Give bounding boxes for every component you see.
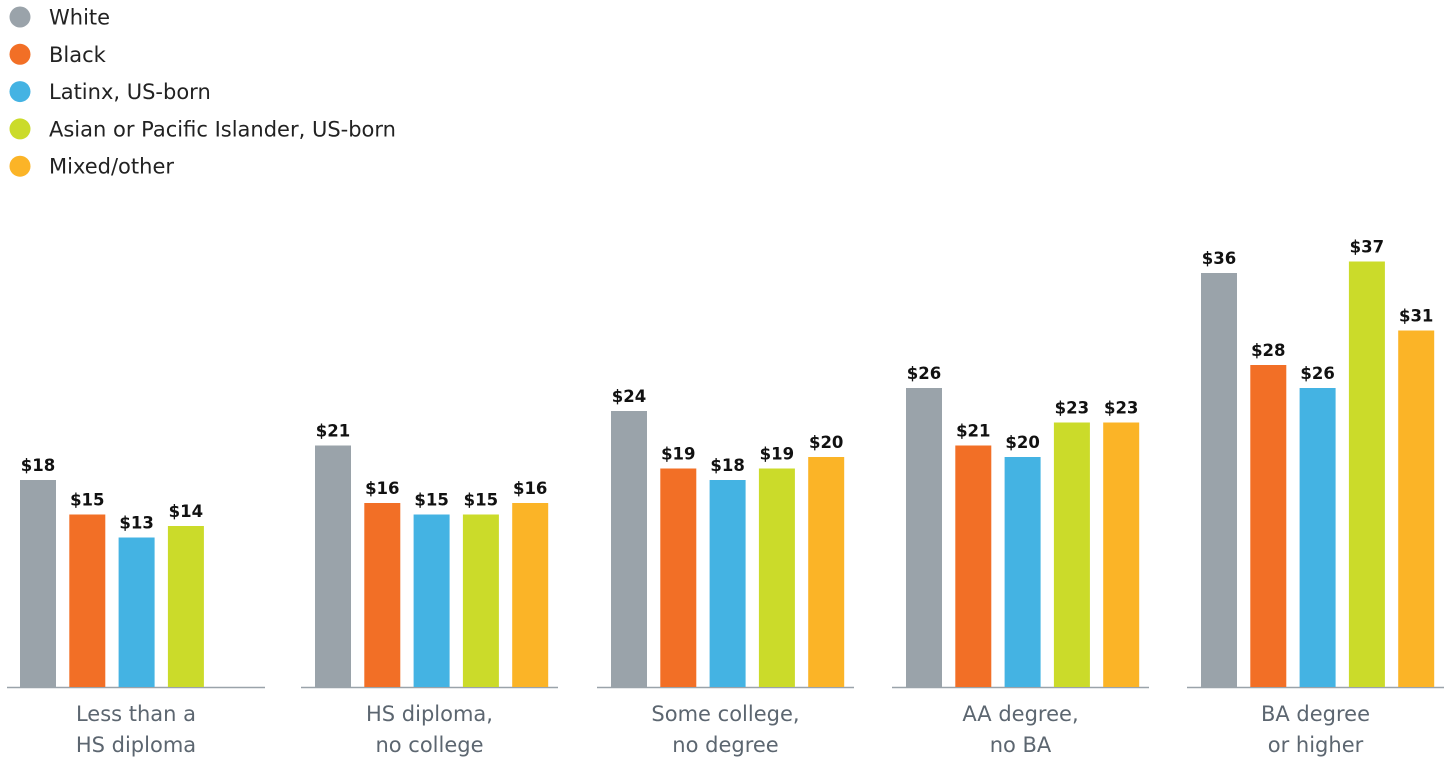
data-label: $28	[1251, 341, 1285, 360]
category-label: AA degree, no BA	[962, 702, 1078, 757]
bar-black	[660, 468, 697, 687]
data-label: $24	[612, 387, 646, 406]
data-label: $37	[1350, 238, 1384, 257]
data-label: $26	[907, 364, 941, 383]
legend-swatch-asian-or-pacific-islander-us-born	[9, 118, 31, 140]
legend-swatch-black	[9, 43, 31, 65]
bar-latinx-us-born	[1004, 457, 1041, 687]
data-label: $15	[70, 491, 104, 510]
legend-swatch-mixed-other	[9, 155, 31, 177]
bar-group-5: $36 $28 $26 $37 $31 BA degree or higher	[1187, 238, 1444, 757]
bar-white	[611, 411, 647, 687]
legend-item-asian-or-pacific-islander-us-born: Asian or Pacific Islander, US-born	[9, 117, 396, 141]
legend-label: Black	[49, 43, 107, 67]
category-label-line: or higher	[1268, 733, 1364, 757]
legend-label: White	[49, 6, 110, 30]
bar-mixed-other	[512, 503, 549, 687]
data-label: $20	[1005, 433, 1039, 452]
category-label-line: Some college,	[651, 702, 799, 726]
category-label-line: Less than a	[76, 702, 196, 726]
category-label-line: HS diploma,	[366, 702, 493, 726]
category-label-line: AA degree,	[962, 702, 1078, 726]
category-label-line: BA degree	[1261, 702, 1370, 726]
bar-group-3: $24 $19 $18 $19 $20 Some college, no degree	[597, 387, 854, 757]
data-label: $23	[1055, 399, 1089, 418]
legend-item-white: White	[9, 6, 110, 30]
data-label: $16	[513, 479, 547, 498]
legend-item-latinx-us-born: Latinx, US-born	[9, 80, 211, 104]
data-label: $31	[1399, 307, 1433, 326]
bar-asian-or-pacific-islander-us-born	[167, 526, 204, 687]
legend: White Black Latinx, US-born Asian or Pacifi…	[9, 6, 396, 179]
data-label: $16	[365, 479, 399, 498]
bar-group-2: $21 $16 $15 $15 $16 HS diploma, no college	[301, 422, 558, 757]
data-label: $26	[1300, 364, 1334, 383]
bar-white	[906, 388, 942, 687]
bar-black	[69, 514, 106, 687]
bar-black	[955, 445, 992, 687]
data-label: $19	[661, 445, 695, 464]
category-label-line: no degree	[672, 733, 778, 757]
data-label: $18	[710, 456, 744, 475]
bar-mixed-other	[1103, 422, 1140, 687]
category-label: HS diploma, no college	[366, 702, 493, 757]
bar-mixed-other	[808, 457, 845, 687]
data-label: $19	[760, 445, 794, 464]
bar-group-4: $26 $21 $20 $23 $23 AA degree, no BA	[892, 364, 1149, 757]
data-label: $14	[169, 502, 203, 521]
data-label: $20	[809, 433, 843, 452]
legend-label: Latinx, US-born	[49, 80, 211, 104]
data-label: $15	[464, 491, 498, 510]
data-label: $21	[956, 422, 990, 441]
category-label: Some college, no degree	[651, 702, 799, 757]
legend-label: Mixed/other	[49, 155, 174, 179]
legend-item-mixed-other: Mixed/other	[9, 155, 174, 179]
data-label: $13	[119, 514, 153, 533]
category-label-line: HS diploma	[76, 733, 196, 757]
category-label-line: no college	[375, 733, 483, 757]
legend-swatch-latinx-us-born	[9, 81, 31, 103]
category-label-line: no BA	[990, 733, 1052, 757]
bar-black	[1250, 365, 1287, 687]
bar-asian-or-pacific-islander-us-born	[1348, 261, 1385, 687]
legend-swatch-white	[9, 6, 31, 28]
data-label: $21	[316, 422, 350, 441]
bar-asian-or-pacific-islander-us-born	[462, 514, 499, 687]
data-label: $15	[414, 491, 448, 510]
bar-black	[364, 503, 401, 687]
legend-item-black: Black	[9, 43, 107, 67]
bar-latinx-us-born	[1299, 388, 1336, 687]
bar-white	[20, 480, 56, 687]
category-label: BA degree or higher	[1261, 702, 1370, 757]
bar-latinx-us-born	[118, 537, 155, 687]
legend-label: Asian or Pacific Islander, US-born	[49, 117, 396, 141]
data-label: $23	[1104, 399, 1138, 418]
bar-asian-or-pacific-islander-us-born	[1053, 422, 1090, 687]
bar-latinx-us-born	[709, 480, 746, 687]
data-label: $18	[21, 456, 55, 475]
bar-latinx-us-born	[413, 514, 450, 687]
bar-mixed-other	[1398, 330, 1435, 687]
bar-white	[315, 445, 351, 687]
category-label: Less than a HS diploma	[76, 702, 196, 757]
data-label: $36	[1202, 249, 1236, 268]
bar-asian-or-pacific-islander-us-born	[758, 468, 795, 687]
bar-white	[1201, 273, 1237, 687]
bar-group-1: $18 $15 $13 $14 Less than a HS diploma	[7, 456, 265, 757]
